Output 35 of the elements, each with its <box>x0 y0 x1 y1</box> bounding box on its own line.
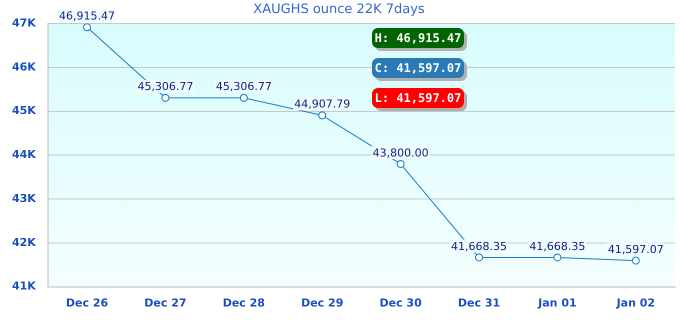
y-tick-label: 45K <box>12 104 36 118</box>
x-tick-label: Dec 30 <box>379 296 422 310</box>
data-label: 41,597.07 <box>608 242 664 256</box>
x-tick-label: Dec 29 <box>301 296 344 310</box>
y-tick-label: 44K <box>12 148 36 162</box>
data-label: 46,915.47 <box>59 10 116 23</box>
y-tick-label: 42K <box>12 236 36 249</box>
point <box>396 160 405 168</box>
point <box>318 111 326 120</box>
x-tick-label: Dec 31 <box>458 296 500 310</box>
data-label: 41,668.35 <box>451 240 507 253</box>
data-label: 41,668.35 <box>529 240 586 253</box>
chart-title: XAUGHS ounce 22K 7days <box>253 2 425 18</box>
x-tick-label: Dec 26 <box>66 296 108 310</box>
x-tick-label: Jan 01 <box>537 296 577 310</box>
point <box>240 94 248 102</box>
x-tick-label: Dec 27 <box>144 296 187 310</box>
point <box>161 94 170 102</box>
point <box>83 24 92 32</box>
x-tick-label: Dec 28 <box>222 296 265 310</box>
data-label: 45,306.77 <box>216 80 272 94</box>
annotation: L: 41,597.07 <box>372 88 464 108</box>
data-label: 45,306.77 <box>137 80 194 94</box>
y-tick-label: 43K <box>12 192 36 205</box>
point <box>553 253 562 262</box>
y-tick-label: 46K <box>12 60 36 74</box>
point <box>632 256 640 265</box>
x-tick-label: Jan 02 <box>616 296 656 310</box>
point <box>475 253 484 262</box>
y-tick-label: 47K <box>12 16 36 30</box>
y-tick-label: 41K <box>12 280 36 293</box>
annotation: C: 41,597.07 <box>372 58 464 78</box>
data-label: 44,907.79 <box>294 98 350 111</box>
annotation: H: 46,915.47 <box>372 28 464 48</box>
data-label: 43,800.00 <box>372 146 429 160</box>
